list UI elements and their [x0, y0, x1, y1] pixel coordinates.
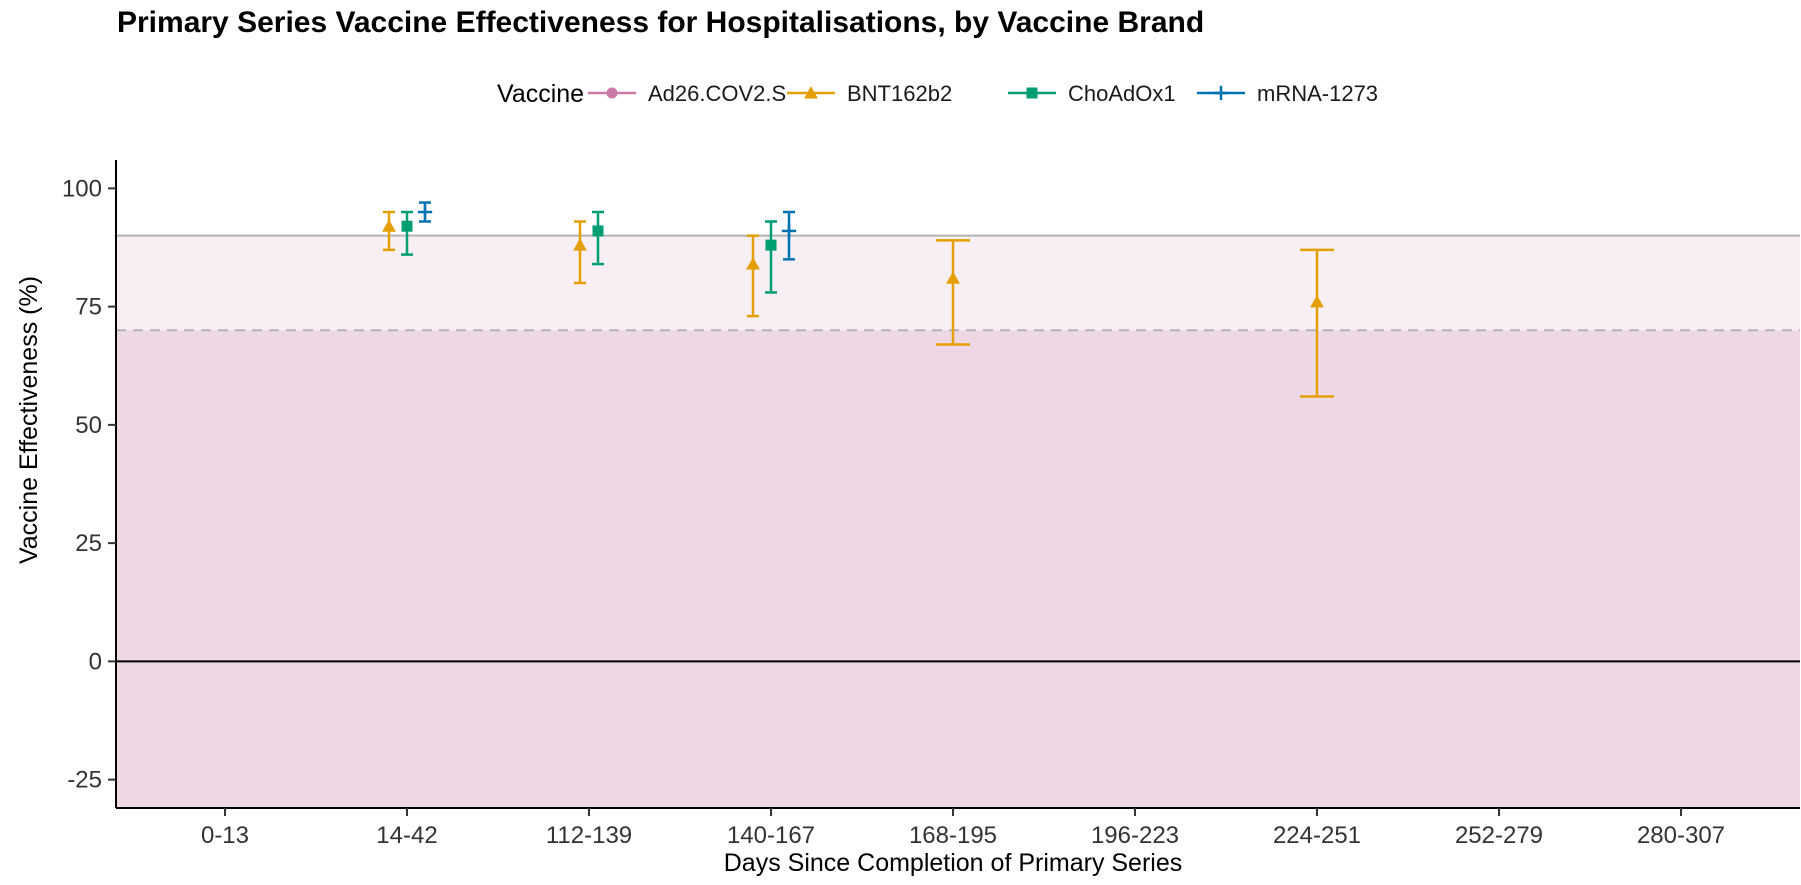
data-point-choadox1: [401, 210, 413, 256]
x-axis-label: Days Since Completion of Primary Series: [724, 849, 1183, 877]
y-tick-label: 50: [75, 412, 102, 439]
shaded-region-1: [116, 330, 1800, 808]
legend-label: ChoAdOx1: [1068, 81, 1176, 106]
point-marker: [946, 271, 960, 284]
x-tick-label: 168-195: [909, 822, 997, 849]
data-point-bnt162b2: [936, 239, 970, 346]
x-tick-label: 140-167: [727, 822, 815, 849]
chart-title: Primary Series Vaccine Effectiveness for…: [117, 6, 1204, 39]
point-marker: [382, 219, 396, 232]
y-tick-label: 25: [75, 530, 102, 557]
data-point-bnt162b2: [382, 210, 396, 252]
point-marker: [401, 220, 413, 232]
point-marker: [592, 225, 604, 237]
legend-label: BNT162b2: [847, 81, 952, 106]
x-tick-label: 112-139: [546, 822, 632, 849]
point-marker: [1310, 295, 1324, 308]
legend: Vaccine Ad26.COV2.S BNT162b2 ChoAdOx1 mRNA-…: [497, 80, 1378, 108]
data-point-choadox1: [765, 220, 777, 294]
y-tick-label: 75: [75, 294, 102, 321]
x-tick-label: 14-42: [376, 822, 437, 849]
legend-item-mrna-1273: mRNA-1273: [1197, 81, 1378, 106]
point-marker: [765, 239, 777, 251]
legend-key-marker: [606, 87, 618, 99]
data-point-bnt162b2: [746, 234, 760, 318]
data-point-bnt162b2: [1300, 248, 1334, 398]
legend-key-marker: [804, 86, 818, 99]
y-tick-label: -25: [67, 767, 102, 794]
point-marker: [417, 204, 433, 220]
data-point-mrna-1273: [781, 210, 797, 261]
x-tick-label: 224-251: [1273, 822, 1361, 849]
point-marker: [573, 238, 587, 251]
plot-area: -25 0 25 50 75 100 0-13 14-42 112-139 140-167 168-…: [62, 160, 1800, 849]
point-marker: [781, 223, 797, 239]
x-tick-label: 252-279: [1455, 822, 1543, 849]
legend-key-marker: [1213, 85, 1229, 101]
y-tick-label: 100: [62, 175, 102, 202]
legend-item-choadox1: ChoAdOx1: [1008, 81, 1176, 106]
x-tick-label: 280-307: [1637, 822, 1725, 849]
data-point-bnt162b2: [573, 220, 587, 285]
legend-title: Vaccine: [497, 80, 584, 108]
legend-key-marker: [1026, 87, 1038, 99]
x-tick-label: 0-13: [201, 822, 249, 849]
data-point-mrna-1273: [417, 201, 433, 223]
legend-label: mRNA-1273: [1257, 81, 1378, 106]
legend-item-bnt162b2: BNT162b2: [787, 81, 952, 106]
y-axis-label: Vaccine Effectiveness (%): [15, 276, 43, 564]
y-tick-label: 0: [89, 648, 102, 675]
legend-label: Ad26.COV2.S: [648, 81, 786, 106]
legend-item-ad26-cov2-s: Ad26.COV2.S: [588, 81, 786, 106]
data-point-choadox1: [592, 210, 604, 266]
x-tick-label: 196-223: [1091, 822, 1179, 849]
point-marker: [746, 257, 760, 270]
